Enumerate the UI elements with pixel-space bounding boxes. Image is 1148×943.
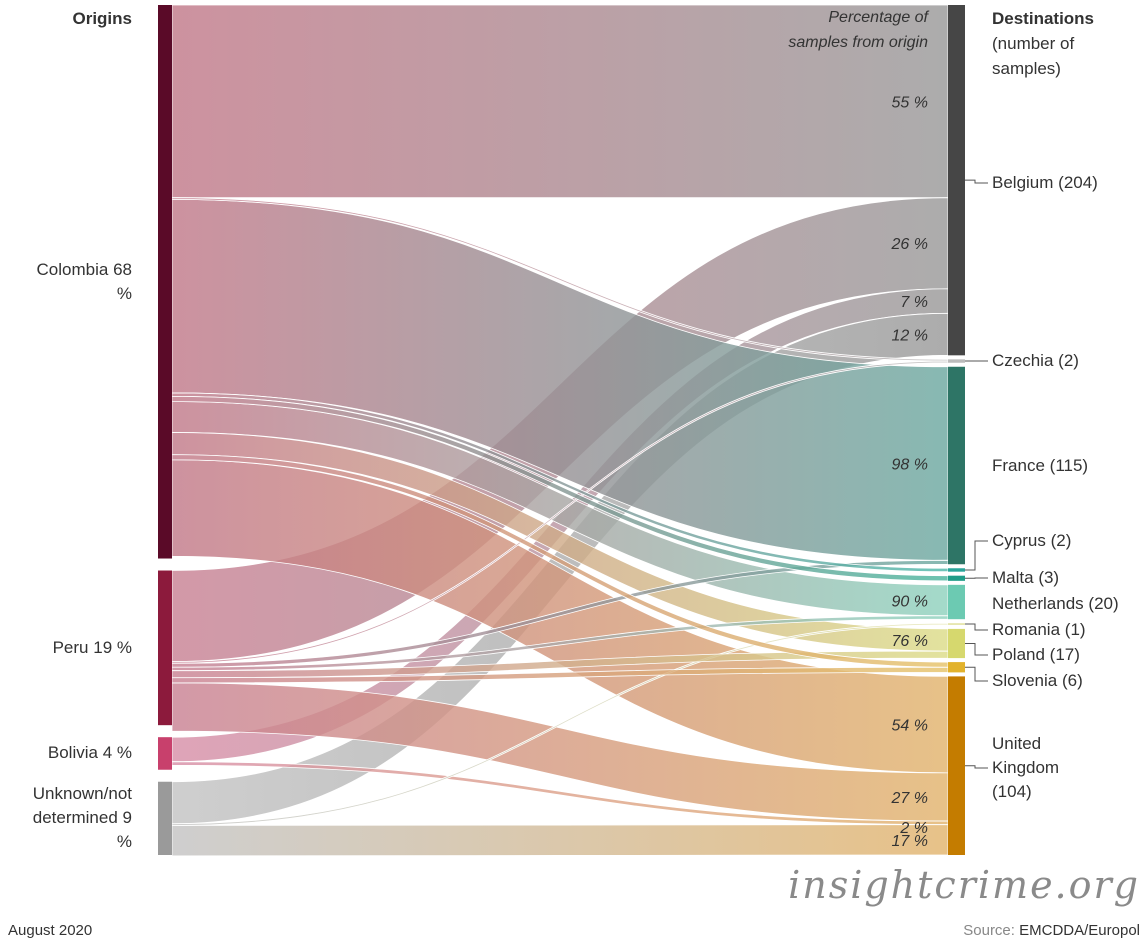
origin-name: Bolivia [47, 743, 98, 763]
destination-label: Poland (17) [992, 643, 1142, 667]
destination-value: (2) [1058, 351, 1079, 370]
destination-name: Czechia [992, 351, 1054, 370]
destination-value: (104) [992, 782, 1032, 801]
flow [171, 824, 949, 857]
destination-node [948, 575, 965, 581]
label-connector [965, 179, 988, 184]
destination-label: Czechia (2) [992, 349, 1142, 373]
flow-label: 12 % [892, 327, 928, 344]
flow [171, 615, 949, 672]
destination-name: Malta [992, 568, 1034, 587]
destinations-subtitle: samples) [992, 59, 1061, 78]
origin-label: Unknown/not determined 9 % [20, 782, 132, 854]
origin-value: 4 % [102, 743, 132, 763]
origin-node [158, 737, 172, 770]
source-name: EMCDDA/Europol [1019, 922, 1140, 939]
destination-node [948, 5, 965, 356]
destination-value: (2) [1050, 531, 1072, 550]
destination-value: (3) [1038, 568, 1060, 587]
origin-name: Colombia [36, 259, 109, 279]
flow-label: 27 % [891, 790, 928, 807]
destination-label: Slovenia (6) [992, 669, 1142, 693]
destination-label: Cyprus (2) [992, 529, 1142, 553]
origin-label: Colombia 68 % [20, 258, 132, 306]
destination-value: (1) [1064, 620, 1086, 639]
destination-value: (115) [1049, 456, 1089, 475]
flow-label: 55 % [892, 94, 928, 111]
destination-name: Cyprus [992, 531, 1046, 550]
flow-label: 26 % [891, 236, 928, 253]
destination-node [948, 676, 965, 855]
destination-name: United Kingdom [992, 734, 1060, 777]
destination-node [948, 662, 965, 673]
flow [171, 666, 949, 684]
origins-title: Origins [72, 9, 132, 28]
destination-value: (17) [1049, 645, 1080, 664]
percentage-header: Percentage of [828, 9, 929, 26]
flow-label: 54 % [892, 718, 928, 735]
flow [171, 360, 949, 664]
flow-label: 90 % [892, 593, 928, 610]
destination-node [948, 568, 965, 572]
destination-label: Romania (1) [992, 618, 1142, 642]
destination-name: Netherlands [992, 594, 1084, 613]
destination-label: Netherlands (20) [992, 592, 1142, 616]
origin-name: Peru [52, 637, 89, 657]
source: Source: EMCDDA/Europol [963, 922, 1140, 939]
origin-value: 19 % [93, 637, 132, 657]
origin-node [158, 781, 172, 855]
origin-label: Peru 19 % [20, 636, 132, 660]
destination-node [948, 628, 965, 659]
origin-value: 9 % [116, 808, 132, 852]
source-label: Source: [963, 922, 1015, 939]
flow [171, 395, 949, 582]
destination-label: Belgium (204) [992, 171, 1142, 195]
destinations-title: Destinations [992, 9, 1094, 28]
destination-node [948, 366, 965, 565]
destination-name: France [992, 456, 1045, 475]
destination-label: United Kingdom (104) [992, 732, 1082, 804]
flow-label: 17 % [892, 833, 928, 850]
destination-node [948, 623, 965, 625]
flow [171, 392, 949, 573]
flow-label: 7 % [900, 294, 928, 311]
watermark: insightcrime.org [788, 863, 1140, 907]
label-connector [965, 666, 988, 682]
destination-label: Malta (3) [992, 566, 1142, 590]
destination-value: (6) [1061, 671, 1083, 690]
origin-label: Bolivia 4 % [20, 741, 132, 765]
origin-value: 68 % [113, 259, 132, 303]
destination-value: (204) [1058, 173, 1098, 192]
destination-name: Poland [992, 645, 1045, 664]
label-connector [965, 623, 988, 631]
origin-node [158, 5, 172, 559]
date: August 2020 [8, 922, 92, 939]
percentage-header: samples from origin [788, 34, 928, 51]
label-connector [965, 643, 988, 656]
flow [171, 622, 949, 826]
label-connector [965, 765, 988, 769]
flow-label: 76 % [892, 633, 928, 650]
flow-label: 98 % [892, 457, 928, 474]
destination-node [948, 359, 965, 363]
origin-node [158, 570, 172, 726]
destinations-subtitle: (number of [992, 34, 1074, 53]
label-connector [965, 540, 988, 571]
destination-node [948, 584, 965, 620]
flow-label: 2 % [899, 820, 928, 837]
destination-value: (20) [1088, 594, 1119, 613]
destination-label: France (115) [992, 454, 1142, 478]
origin-name: Unknown/not determined [32, 784, 132, 828]
destination-name: Belgium [992, 173, 1054, 192]
destination-name: Slovenia [992, 671, 1058, 690]
destination-name: Romania [992, 620, 1061, 639]
